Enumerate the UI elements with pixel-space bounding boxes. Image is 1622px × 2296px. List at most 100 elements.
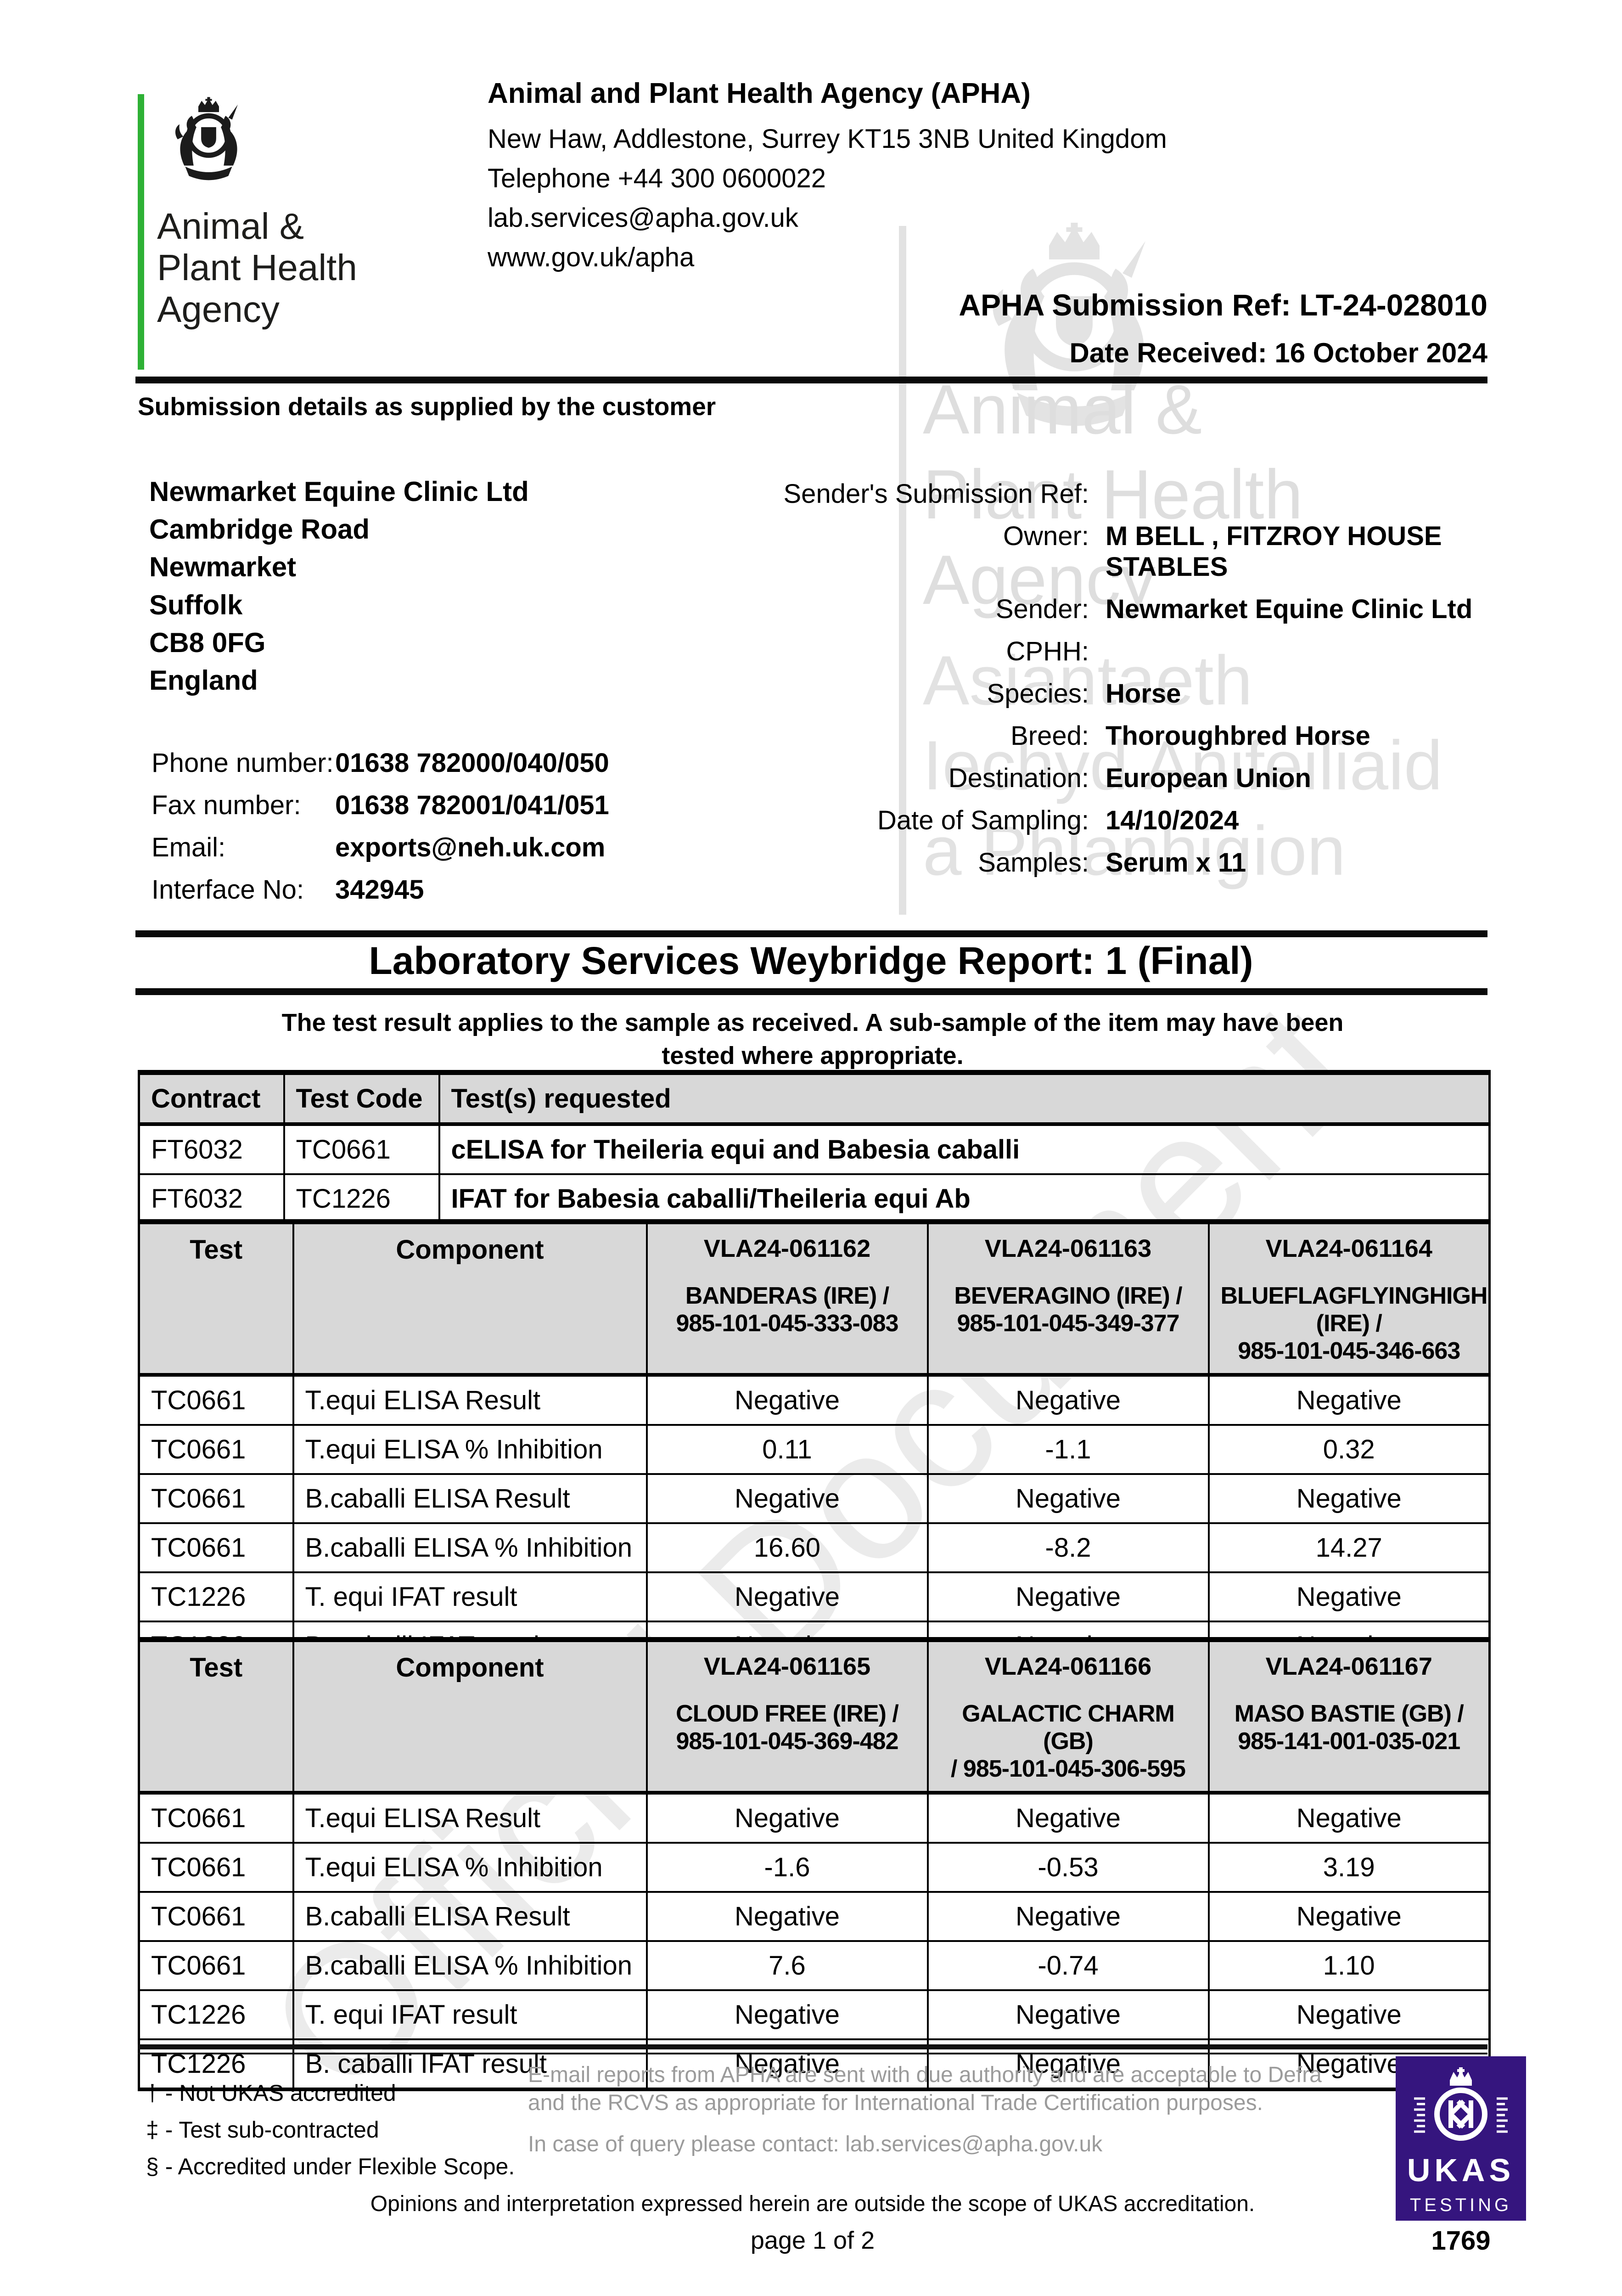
contact-label: Fax number: [152, 790, 301, 820]
field-value: European Union [1106, 763, 1311, 793]
table-row: FT6032 TC0661 cELISA for Theileria equi … [138, 1123, 1491, 1175]
column-header-component: Component [292, 1638, 648, 1795]
agency-header: Animal and Plant Health Agency (APHA) Ne… [488, 77, 1167, 281]
sample-header: VLA24-061167 MASO BASTIE (GB) / 985-141-… [1207, 1638, 1491, 1795]
contact-value: 342945 [335, 875, 424, 905]
test-cell: TC1226 [138, 1989, 294, 2040]
page-number: page 1 of 2 [750, 2227, 875, 2254]
contact-row: Email: exports@neh.uk.com [152, 832, 609, 863]
result-cell: Negative [645, 1571, 929, 1622]
agency-website: www.gov.uk/apha [488, 242, 695, 272]
table-header-row: Test Component VLA24-061165 CLOUD FREE (… [138, 1638, 1491, 1795]
contract-cell: FT6032 [138, 1123, 285, 1175]
address-line: Suffolk [149, 589, 243, 620]
field-row: Date of Sampling: 14/10/2024 [780, 805, 1490, 836]
sample-id: VLA24-061163 [984, 1235, 1152, 1262]
test-code-cell: TC0661 [283, 1123, 440, 1175]
logo-green-bar [138, 94, 144, 370]
result-cell: Negative [1207, 1571, 1491, 1622]
contact-value: 01638 782001/041/051 [335, 790, 609, 820]
watermark-line: Animal & [923, 371, 1202, 449]
logo-text-line: Plant Health [157, 247, 357, 288]
watermark-line: a Phlanhigion [923, 811, 1346, 890]
watermark-line: Plant Health [923, 456, 1303, 534]
submission-fields: Sender's Submission Ref: Owner: M BELL ,… [780, 478, 1490, 889]
sample-id: VLA24-061165 [703, 1653, 871, 1680]
date-received: Date Received: 16 October 2024 [1069, 338, 1487, 368]
sample-name: GALACTIC CHARM (GB) [962, 1700, 1175, 1755]
field-value [1106, 478, 1490, 509]
footnote-key: † - Not UKAS accredited ‡ - Test sub-con… [146, 2075, 515, 2185]
field-value: Newmarket Equine Clinic Ltd [1106, 594, 1473, 624]
results-table-1: Test Component VLA24-061162 BANDERAS (IR… [138, 1219, 1491, 1673]
section-title: Submission details as supplied by the cu… [138, 392, 716, 421]
ukas-crown-emblem-icon [1414, 2067, 1508, 2141]
test-requested-cell: IFAT for Babesia caballi/Theileria equi … [438, 1173, 1491, 1225]
customer-address: Newmarket Equine Clinic Ltd Cambridge Ro… [149, 473, 529, 699]
sample-id: VLA24-061164 [1265, 1235, 1432, 1262]
sample-name: BLUEFLAGFLYINGHIGH (IRE) / [1220, 1283, 1488, 1337]
result-cell: Negative [645, 1374, 929, 1426]
sample-passport: 985-101-045-369-482 [676, 1728, 898, 1755]
result-cell: 3.19 [1207, 1842, 1491, 1893]
sample-name: BANDERAS (IRE) / [685, 1283, 889, 1309]
footer-rule [138, 2044, 1487, 2054]
sample-passport: 985-101-045-333-083 [676, 1310, 898, 1337]
column-header: Test Code [283, 1071, 440, 1126]
result-cell: 7.6 [645, 1940, 929, 1991]
field-label: Sender's Submission Ref: [783, 479, 1089, 509]
ukas-logo: UKAS TESTING [1396, 2056, 1526, 2221]
contact-label: Email: [152, 833, 226, 862]
result-cell: 0.11 [645, 1424, 929, 1475]
contact-row: Phone number: 01638 782000/040/050 [152, 748, 609, 778]
agency-name: Animal and Plant Health Agency (APHA) [488, 78, 1031, 109]
component-cell: B.caballi ELISA % Inhibition [292, 1522, 648, 1573]
field-label: Destination: [948, 763, 1089, 793]
result-cell: -0.74 [926, 1940, 1210, 1991]
field-row: Sender's Submission Ref: [780, 478, 1490, 509]
sample-header: VLA24-061166 GALACTIC CHARM (GB) / 985-1… [926, 1638, 1210, 1795]
result-cell: Negative [926, 1792, 1210, 1844]
agency-telephone: Telephone +44 300 0600022 [488, 163, 826, 193]
divider-bar [135, 988, 1487, 995]
address-line: Newmarket [149, 551, 297, 583]
watermark-welsh-text: Asiantaeth Iechyd Anifeiliaid a Phlanhig… [923, 638, 1442, 894]
watermark-line: Iechyd Anifeiliaid [923, 726, 1443, 805]
field-label: Samples: [978, 848, 1089, 878]
table-row: TC0661 B.caballi ELISA % Inhibition 16.6… [138, 1522, 1491, 1573]
column-header: Contract [138, 1071, 285, 1126]
component-cell: T.equi ELISA Result [292, 1792, 648, 1844]
field-label: Species: [987, 679, 1089, 709]
watermark-logo-text: Animal & Plant Health Agency [923, 367, 1303, 623]
column-header: Test(s) requested [438, 1071, 1491, 1126]
result-cell: Negative [926, 1571, 1210, 1622]
contact-label: Interface No: [152, 875, 304, 905]
sample-header: VLA24-061164 BLUEFLAGFLYINGHIGH (IRE) / … [1207, 1221, 1491, 1377]
ukas-type: TESTING [1409, 2195, 1512, 2215]
sample-header: VLA24-061162 BANDERAS (IRE) / 985-101-04… [645, 1221, 929, 1377]
field-row: Owner: M BELL , FITZROY HOUSE STABLES [780, 521, 1490, 582]
footer-notice: E-mail reports from APHA are sent with d… [528, 2061, 1345, 2158]
field-row: Sender: Newmarket Equine Clinic Ltd [780, 594, 1490, 625]
field-value: Thoroughbred Horse [1106, 721, 1370, 751]
test-cell: TC0661 [138, 1842, 294, 1893]
contact-value: exports@neh.uk.com [335, 833, 606, 862]
watermark-line: Agency [923, 540, 1156, 619]
result-cell: Negative [1207, 1473, 1491, 1524]
result-cell: 0.32 [1207, 1424, 1491, 1475]
table-header-row: Contract Test Code Test(s) requested [138, 1071, 1491, 1126]
apha-logo: Animal & Plant Health Agency [138, 94, 357, 370]
test-cell: TC0661 [138, 1374, 294, 1426]
field-row: Samples: Serum x 11 [780, 847, 1490, 878]
component-cell: T. equi IFAT result [292, 1571, 648, 1622]
contract-table: Contract Test Code Test(s) requested FT6… [138, 1070, 1491, 1226]
result-cell: -1.1 [926, 1424, 1210, 1475]
sample-id: VLA24-061167 [1265, 1653, 1432, 1680]
result-cell: Negative [645, 1989, 929, 2040]
component-cell: T.equi ELISA % Inhibition [292, 1842, 648, 1893]
result-cell: Negative [926, 1473, 1210, 1524]
sample-id: VLA24-061162 [703, 1235, 871, 1262]
table-row: TC0661 B.caballi ELISA Result Negative N… [138, 1473, 1491, 1524]
result-cell: -1.6 [645, 1842, 929, 1893]
